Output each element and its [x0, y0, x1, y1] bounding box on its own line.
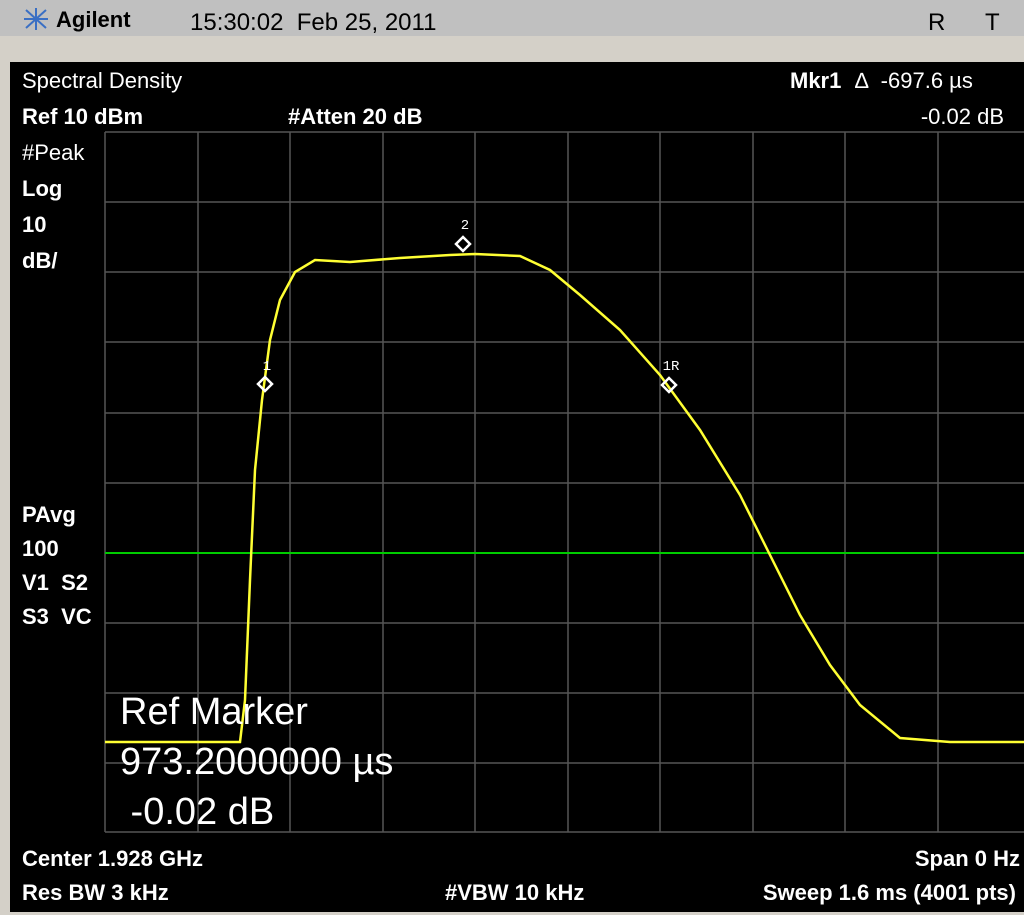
screen: [10, 62, 1024, 912]
side-label: #Peak: [22, 140, 85, 165]
vbw: #VBW 10 kHz: [445, 880, 584, 905]
graticule: [104, 131, 1024, 833]
status: T: [985, 9, 1000, 36]
status: R: [928, 9, 945, 36]
marker-name: Mkr1: [790, 68, 841, 93]
marker-delta: ∆ -697.6 µs: [855, 68, 973, 93]
marker-label: 1: [263, 359, 271, 375]
attenuation: #Atten 20 dB: [288, 104, 422, 129]
trace: [105, 252, 1024, 744]
marker-label: 1R: [663, 359, 680, 375]
ref-level: Ref 10 dBm: [22, 104, 143, 129]
marker-level: -0.02 dB: [921, 104, 1004, 129]
res-bw: Res BW 3 kHz: [22, 880, 169, 905]
title: Spectral Density: [22, 68, 182, 93]
marker-label: 2: [461, 218, 469, 234]
side-label: S3 VC: [22, 604, 92, 629]
annotation: Ref Marker: [120, 691, 308, 733]
annotation: 973.2000000 µs: [120, 741, 393, 783]
span: Span 0 Hz: [915, 846, 1020, 871]
timestamp: 15:30:02 Feb 25, 2011: [190, 9, 436, 36]
brand: Agilent: [56, 7, 131, 32]
side-label: 100: [22, 536, 59, 561]
annotation: -0.02 dB: [120, 791, 274, 833]
logo: [24, 8, 48, 30]
side-label: Log: [22, 176, 62, 201]
header-bar: [0, 0, 1024, 36]
side-label: PAvg: [22, 502, 76, 527]
side-label: V1 S2: [22, 570, 88, 595]
center-freq: Center 1.928 GHz: [22, 846, 203, 871]
side-label: 10: [22, 212, 46, 237]
side-label: dB/: [22, 248, 57, 273]
sweep: Sweep 1.6 ms (4001 pts): [763, 880, 1016, 905]
marker-diamonds: [256, 235, 678, 394]
